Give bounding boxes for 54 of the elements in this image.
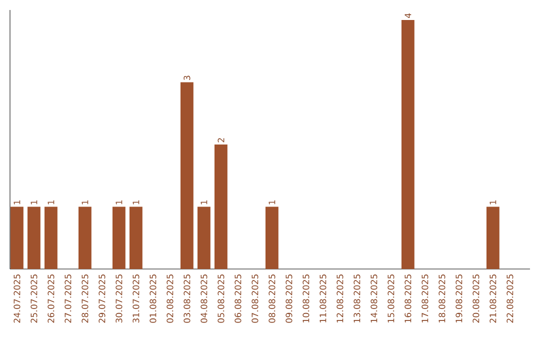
bar [78, 206, 92, 269]
data-label: 1 [14, 200, 20, 204]
bar [180, 82, 194, 269]
x-tick-label: 06.08.2025 [234, 274, 242, 323]
data-label: 1 [490, 200, 496, 204]
bar [28, 206, 40, 269]
x-tick-label: 05.08.2025 [218, 274, 224, 323]
x-tick-label: 12.08.2025 [336, 274, 344, 322]
data-label: 2 [218, 138, 224, 142]
x-tick-label: 11.08.2025 [320, 274, 326, 322]
data-label: 1 [200, 200, 208, 204]
x-tick-label: 13.08.2025 [354, 274, 360, 322]
x-tick-label: 14.08.2025 [370, 274, 378, 322]
bar [10, 206, 24, 269]
data-label: 4 [404, 13, 412, 18]
x-tick-label: 01.08.2025 [150, 274, 156, 323]
x-tick-label: 15.08.2025 [388, 274, 394, 322]
bar [214, 144, 228, 269]
x-tick-label: 22.08.2025 [506, 274, 514, 323]
x-tick-label: 10.08.2025 [302, 274, 310, 322]
x-tick-label: 27.07.2025 [64, 274, 72, 323]
bar [265, 206, 278, 269]
x-tick-label: 19.08.2025 [456, 274, 462, 322]
x-tick-label: 04.08.2025 [200, 274, 208, 323]
x-tick-label: 07.08.2025 [252, 274, 258, 323]
bar [197, 206, 210, 269]
x-tick-label: 30.07.2025 [116, 274, 122, 323]
bar [130, 206, 142, 269]
x-tick-label: 02.08.2025 [166, 274, 174, 323]
x-tick-label: 08.08.2025 [268, 274, 276, 323]
bar [44, 206, 58, 269]
data-label: 1 [82, 200, 88, 204]
x-tick-label: 20.08.2025 [472, 274, 480, 323]
x-tick-label: 21.08.2025 [490, 274, 496, 323]
x-tick-label: 24.07.2025 [14, 274, 20, 323]
x-tick-label: 03.08.2025 [184, 274, 190, 323]
x-tick-label: 25.07.2025 [30, 274, 38, 323]
x-tick-label: 28.07.2025 [82, 274, 88, 323]
bar [401, 20, 414, 269]
data-label: 1 [116, 200, 122, 204]
x-tick-label: 29.07.2025 [98, 274, 106, 323]
data-label: 3 [184, 76, 190, 80]
data-label: 1 [48, 200, 54, 204]
x-tick-label: 17.08.2025 [422, 274, 428, 322]
bar [486, 206, 500, 269]
x-tick-label: 16.08.2025 [404, 274, 412, 322]
x-tick-label: 26.07.2025 [48, 274, 54, 323]
data-label: 1 [132, 200, 140, 204]
x-tick-label: 18.08.2025 [438, 274, 446, 322]
x-tick-label: 09.08.2025 [286, 274, 292, 323]
data-label: 1 [268, 200, 276, 204]
bar [112, 206, 126, 269]
x-tick-label: 31.07.2025 [132, 274, 140, 323]
data-label: 1 [30, 200, 38, 204]
